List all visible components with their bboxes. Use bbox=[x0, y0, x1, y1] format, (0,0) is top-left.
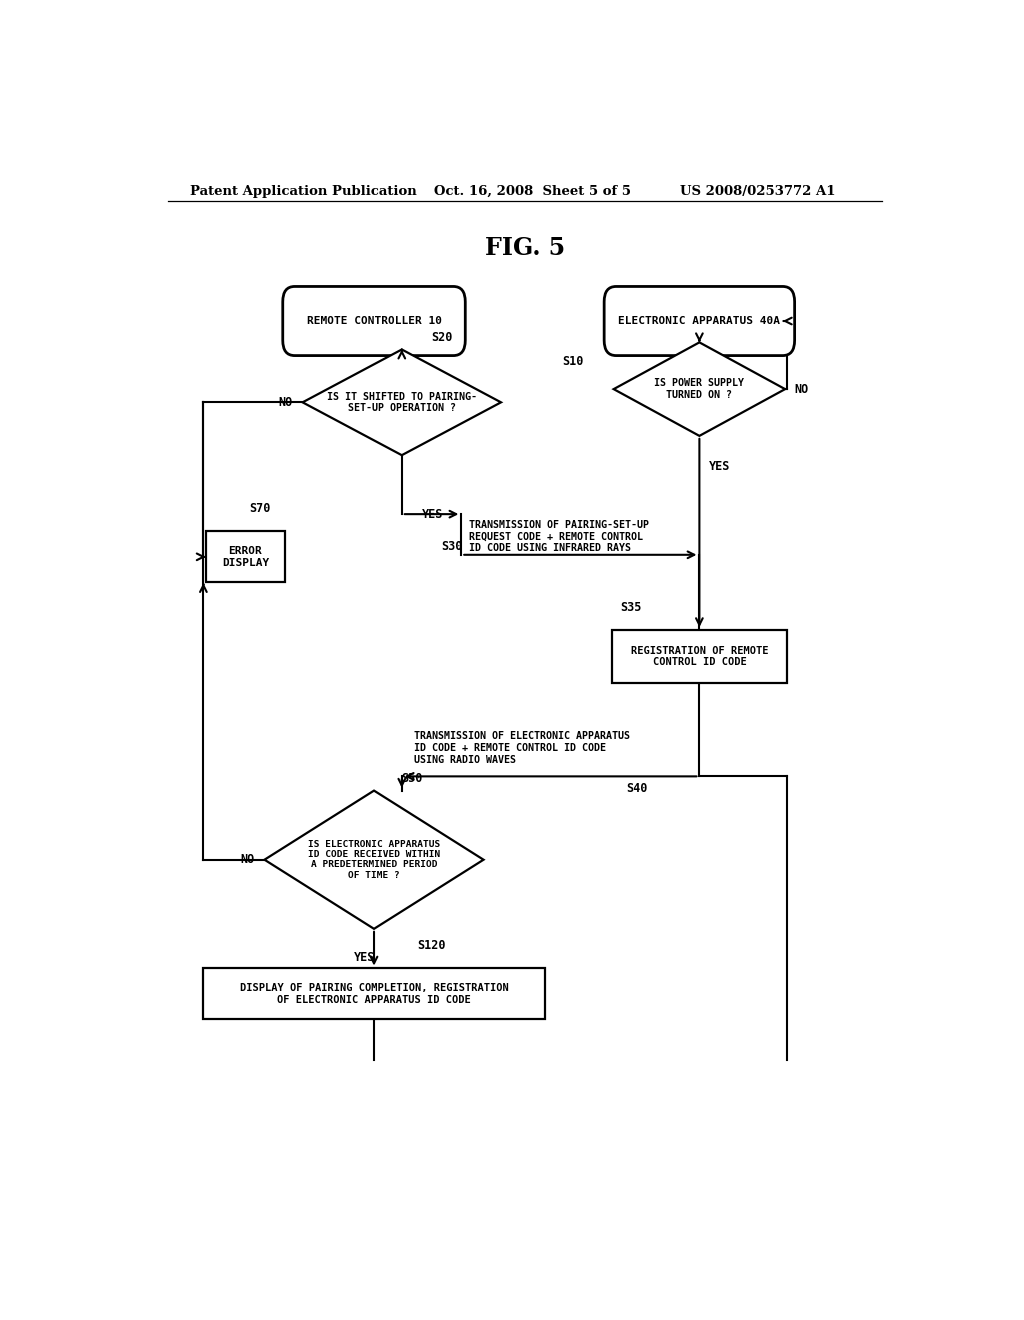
Text: TRANSMISSION OF PAIRING-SET-UP
REQUEST CODE + REMOTE CONTROL
ID CODE USING INFRA: TRANSMISSION OF PAIRING-SET-UP REQUEST C… bbox=[469, 520, 649, 553]
Text: IS IT SHIFTED TO PAIRING-
SET-UP OPERATION ?: IS IT SHIFTED TO PAIRING- SET-UP OPERATI… bbox=[327, 392, 477, 413]
Text: ERROR
DISPLAY: ERROR DISPLAY bbox=[222, 546, 269, 568]
Text: NO: NO bbox=[279, 396, 293, 409]
Text: REMOTE CONTROLLER 10: REMOTE CONTROLLER 10 bbox=[306, 315, 441, 326]
FancyBboxPatch shape bbox=[604, 286, 795, 355]
Bar bbox=[612, 630, 786, 682]
Text: REGISTRATION OF REMOTE
CONTROL ID CODE: REGISTRATION OF REMOTE CONTROL ID CODE bbox=[631, 645, 768, 667]
Text: NO: NO bbox=[795, 383, 809, 396]
Bar bbox=[206, 532, 285, 582]
FancyBboxPatch shape bbox=[283, 286, 465, 355]
Text: IS POWER SUPPLY
TURNED ON ?: IS POWER SUPPLY TURNED ON ? bbox=[654, 379, 744, 400]
Text: S40: S40 bbox=[627, 781, 648, 795]
Text: YES: YES bbox=[709, 461, 730, 474]
Text: S20: S20 bbox=[431, 331, 453, 343]
Text: S70: S70 bbox=[250, 502, 270, 515]
Text: ELECTRONIC APPARATUS 40A: ELECTRONIC APPARATUS 40A bbox=[618, 315, 780, 326]
Text: US 2008/0253772 A1: US 2008/0253772 A1 bbox=[680, 185, 835, 198]
Text: FIG. 5: FIG. 5 bbox=[484, 236, 565, 260]
Text: YES: YES bbox=[354, 952, 376, 964]
Text: S10: S10 bbox=[562, 355, 584, 367]
Polygon shape bbox=[303, 350, 501, 455]
Bar bbox=[204, 969, 545, 1019]
Text: DISPLAY OF PAIRING COMPLETION, REGISTRATION
OF ELECTRONIC APPARATUS ID CODE: DISPLAY OF PAIRING COMPLETION, REGISTRAT… bbox=[240, 983, 508, 1005]
Text: Patent Application Publication: Patent Application Publication bbox=[189, 185, 417, 198]
Polygon shape bbox=[264, 791, 483, 929]
Text: TRANSMISSION OF ELECTRONIC APPARATUS
ID CODE + REMOTE CONTROL ID CODE
USING RADI: TRANSMISSION OF ELECTRONIC APPARATUS ID … bbox=[414, 731, 630, 764]
Text: S50: S50 bbox=[401, 772, 423, 785]
Text: NO: NO bbox=[241, 853, 255, 866]
Text: IS ELECTRONIC APPARATUS
ID CODE RECEIVED WITHIN
A PREDETERMINED PERIOD
OF TIME ?: IS ELECTRONIC APPARATUS ID CODE RECEIVED… bbox=[308, 840, 440, 880]
Text: S30: S30 bbox=[441, 540, 463, 553]
Text: Oct. 16, 2008  Sheet 5 of 5: Oct. 16, 2008 Sheet 5 of 5 bbox=[433, 185, 631, 198]
Polygon shape bbox=[613, 342, 785, 436]
Text: S120: S120 bbox=[418, 940, 446, 952]
Text: YES: YES bbox=[422, 508, 443, 520]
Text: S35: S35 bbox=[620, 601, 641, 614]
